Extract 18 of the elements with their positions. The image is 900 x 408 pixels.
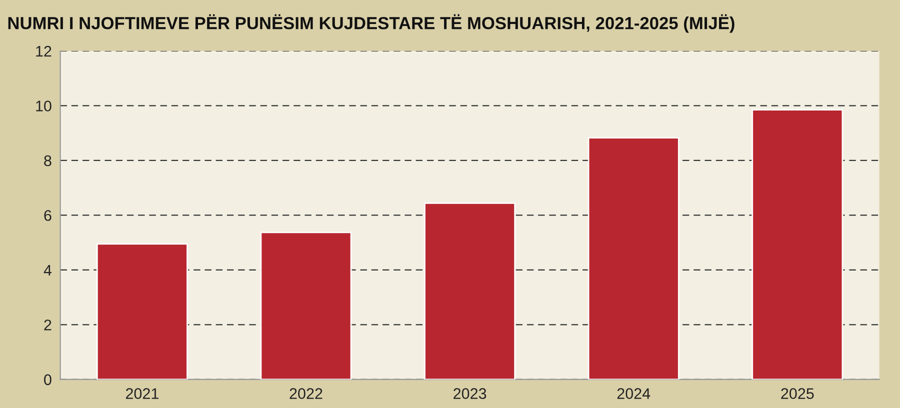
y-tick-label: 2 [44,320,52,330]
y-tick-label: 12 [36,46,52,57]
bar [424,202,516,380]
x-tick-label: 2025 [781,388,814,399]
x-tick-label: 2024 [617,388,650,399]
y-tick-label: 0 [44,374,52,386]
y-tick-label: 4 [44,264,52,276]
x-tick-label: 2022 [290,388,322,399]
x-tick-label: 2021 [126,388,158,399]
y-tick-label: 6 [44,210,52,221]
chart-title: NUMRI I NJOFTIMEVE PËR PUNËSIM KUJDESTARE TË MOSHUARISH, 2021-2025 (MIJË) [8,14,734,33]
bar [96,243,188,380]
bar [752,109,844,380]
bar [260,232,352,380]
bar [588,137,680,380]
y-tick-label: 10 [36,100,52,112]
x-tick-label: 2023 [454,388,486,399]
y-tick-label: 8 [44,155,52,166]
